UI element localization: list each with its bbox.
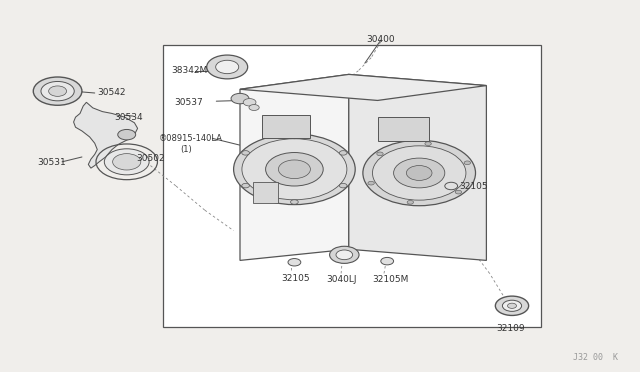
Circle shape	[118, 129, 136, 140]
Bar	[378, 117, 429, 141]
Text: (1): (1)	[180, 145, 192, 154]
Text: 38342M: 38342M	[172, 66, 208, 75]
Text: 30502: 30502	[136, 154, 165, 163]
Circle shape	[495, 296, 529, 315]
Text: 32105: 32105	[282, 274, 310, 283]
Circle shape	[278, 160, 310, 179]
Bar	[163, 45, 541, 327]
Circle shape	[445, 182, 458, 190]
Polygon shape	[240, 74, 486, 100]
Text: 3040LJ: 3040LJ	[326, 275, 357, 284]
Circle shape	[234, 134, 355, 205]
Circle shape	[339, 183, 347, 188]
Text: 30531: 30531	[37, 158, 66, 167]
Circle shape	[216, 60, 239, 74]
Circle shape	[33, 77, 82, 105]
Circle shape	[242, 139, 347, 200]
Circle shape	[231, 93, 249, 104]
Circle shape	[291, 200, 298, 204]
Circle shape	[464, 161, 470, 165]
Text: J32 00  K: J32 00 K	[573, 353, 618, 362]
Text: 32105: 32105	[460, 182, 488, 190]
Circle shape	[242, 183, 250, 188]
Circle shape	[455, 190, 461, 194]
Circle shape	[363, 140, 476, 206]
Circle shape	[41, 81, 74, 101]
Circle shape	[113, 154, 141, 170]
Circle shape	[425, 142, 431, 145]
Circle shape	[407, 201, 413, 204]
Circle shape	[242, 151, 250, 155]
Circle shape	[207, 55, 248, 79]
Circle shape	[377, 152, 383, 156]
Circle shape	[104, 149, 149, 175]
Circle shape	[49, 86, 67, 96]
Polygon shape	[349, 74, 486, 260]
Circle shape	[508, 303, 516, 308]
Circle shape	[266, 153, 323, 186]
Circle shape	[291, 134, 298, 139]
Circle shape	[394, 158, 445, 188]
Text: 30534: 30534	[114, 113, 143, 122]
Circle shape	[372, 146, 466, 200]
Text: 30537: 30537	[174, 98, 203, 107]
Text: 32105M: 32105M	[372, 275, 409, 284]
Circle shape	[502, 300, 522, 311]
Circle shape	[339, 151, 347, 155]
Polygon shape	[240, 74, 349, 260]
Circle shape	[336, 250, 353, 260]
Circle shape	[243, 99, 256, 106]
Circle shape	[249, 105, 259, 110]
Circle shape	[381, 257, 394, 265]
Bar	[253, 182, 278, 203]
Polygon shape	[74, 102, 138, 168]
Text: ®08915-140LA: ®08915-140LA	[159, 134, 223, 143]
Bar	[262, 115, 310, 138]
Text: 30542: 30542	[97, 88, 126, 97]
Text: 30400: 30400	[366, 35, 395, 44]
Circle shape	[330, 246, 359, 263]
Circle shape	[288, 259, 301, 266]
Circle shape	[406, 166, 432, 180]
Circle shape	[368, 181, 374, 185]
Text: 32109: 32109	[496, 324, 525, 333]
